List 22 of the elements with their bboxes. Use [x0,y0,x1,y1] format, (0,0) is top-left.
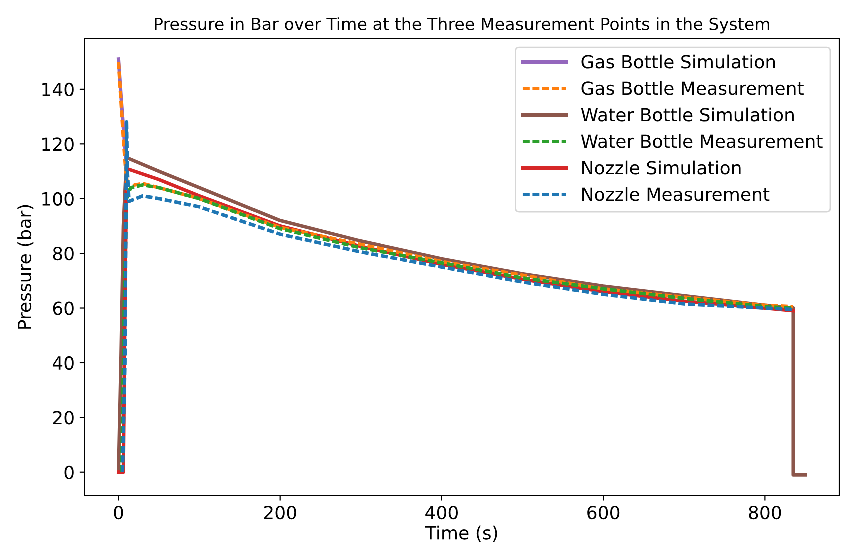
y-tick-label: 120 [42,138,74,152]
x-tick-label: 200 [264,506,296,520]
x-tick-label: 400 [426,506,458,520]
y-axis-title: Pressure (bar) [18,205,34,329]
y-tick-label: 0 [64,466,74,480]
y-tick-label: 100 [42,192,74,206]
legend-label: Water Bottle Simulation [581,108,794,122]
y-tick-label: 60 [53,302,74,316]
chart-title: Pressure in Bar over Time at the Three Measurement Points in the System [155,18,770,34]
y-tick-label: 80 [53,247,74,261]
legend-label: Water Bottle Measurement [581,134,823,148]
legend-label: Nozzle Measurement [582,187,770,202]
y-tick-label: 140 [42,82,74,97]
y-tick-label: 20 [53,411,74,425]
x-tick-label: 0 [114,506,124,520]
x-tick-label: 800 [749,506,782,520]
x-axis-title: Time (s) [425,526,498,542]
legend-label: Nozzle Simulation [582,160,741,175]
legend-label: Gas Bottle Simulation [582,54,776,69]
x-tick-label: 600 [588,506,620,520]
y-tick-label: 40 [52,356,74,370]
legend-label: Gas Bottle Measurement [582,81,804,96]
